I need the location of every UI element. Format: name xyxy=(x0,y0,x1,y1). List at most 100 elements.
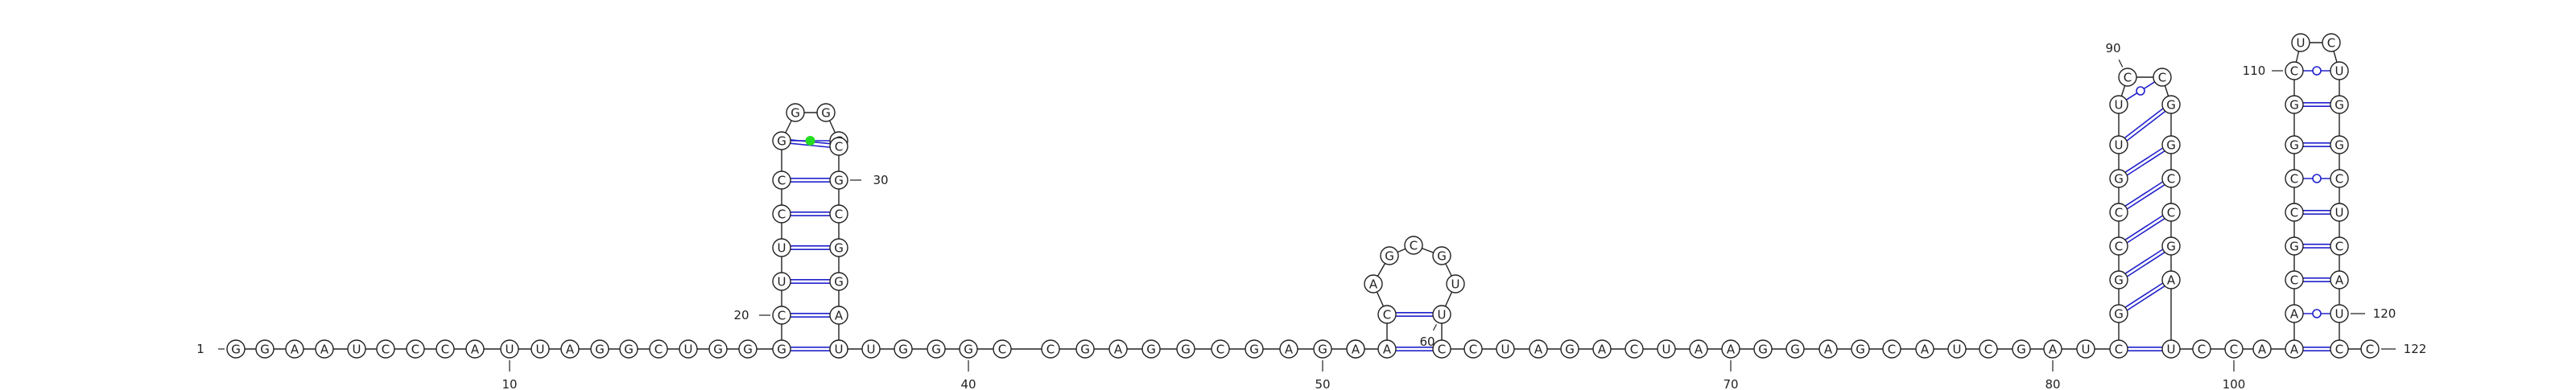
nucleotide-letter: U xyxy=(1438,308,1447,322)
watson-crick-pair-line xyxy=(2124,147,2164,173)
nucleotide: G xyxy=(2285,135,2304,154)
nucleotide-letter: A xyxy=(1285,343,1294,357)
nucleotide: C xyxy=(2153,68,2172,87)
nucleotide-letter: C xyxy=(778,309,786,323)
nucleotide-circle xyxy=(1592,339,1612,359)
nucleotide-circle xyxy=(1279,339,1298,359)
nucleotide: C xyxy=(2330,236,2349,256)
nucleotide: A xyxy=(829,306,848,325)
nucleotide: C xyxy=(2360,339,2380,359)
nucleotide-circle xyxy=(649,339,668,359)
nucleotide: U xyxy=(1496,339,1515,359)
nucleotide: G xyxy=(2109,169,2128,188)
nucleotide-circle xyxy=(2330,203,2349,222)
nucleotide: U xyxy=(500,339,519,359)
nucleotide-letter: G xyxy=(1790,343,1800,357)
nucleotide-letter: A xyxy=(2049,343,2058,357)
nucleotide: C xyxy=(829,204,848,224)
nucleotide-letter: A xyxy=(1352,343,1360,357)
nucleotide: U xyxy=(2330,61,2349,80)
nucleotide-letter: U xyxy=(1451,277,1460,292)
base-pairs xyxy=(790,66,2330,352)
nucleotide: G xyxy=(786,103,805,122)
position-label: 120 xyxy=(2373,306,2396,321)
nucleotide: G xyxy=(927,339,946,359)
nucleotide-letter: U xyxy=(1662,343,1671,357)
nucleotide-letter: G xyxy=(777,343,786,357)
nucleotide-letter: C xyxy=(1888,343,1896,357)
nucleotide: G xyxy=(1245,339,1264,359)
nucleotide-circle xyxy=(708,339,728,359)
nucleotide-circle xyxy=(829,137,848,156)
nucleotide-letter: A xyxy=(1921,343,1930,357)
nucleotide: C xyxy=(1624,339,1644,359)
nucleotide: U xyxy=(2161,339,2181,359)
nucleotide-circle xyxy=(1818,339,1838,359)
nucleotide: G xyxy=(1141,339,1161,359)
nucleotide-circle xyxy=(2330,339,2349,359)
nucleotide-letter: G xyxy=(2114,273,2124,288)
nucleotide-letter: G xyxy=(2166,138,2176,153)
nucleotide: A xyxy=(285,339,304,359)
nucleotide-circle xyxy=(1346,339,1365,359)
nucleotide-letter: U xyxy=(867,343,876,357)
nucleotide-circle xyxy=(861,339,881,359)
nucleotide-circle xyxy=(829,272,848,291)
nucleotide: C xyxy=(772,204,791,224)
nucleotide-circle xyxy=(1529,339,1548,359)
nucleotide: C xyxy=(1882,339,1901,359)
nucleotide-circle xyxy=(285,339,304,359)
position-label: 10 xyxy=(502,377,517,390)
nucleotide-letter: C xyxy=(2198,343,2206,357)
nucleotide-letter: G xyxy=(834,275,844,289)
nucleotide-circle xyxy=(2285,270,2304,289)
nucleotide: C xyxy=(1979,339,1998,359)
nucleotide-letter: C xyxy=(1046,343,1055,357)
nucleotide-circle xyxy=(993,339,1012,359)
nucleotide-letter: G xyxy=(1758,343,1768,357)
nucleotide-letter: G xyxy=(1437,249,1447,264)
wobble-pair-marker xyxy=(2312,66,2322,76)
nucleotide-circle xyxy=(2330,169,2349,188)
nucleotide-letter: C xyxy=(2290,206,2298,220)
position-label: 90 xyxy=(2105,41,2120,55)
nucleotide-letter: A xyxy=(2335,273,2344,288)
nucleotide-circle xyxy=(1446,274,1465,294)
nucleotide: C xyxy=(2109,339,2128,359)
nucleotide-letter: G xyxy=(2289,138,2299,153)
nucleotide: C xyxy=(1377,305,1397,324)
nucleotide-circle xyxy=(2322,33,2341,52)
nucleotide-circle xyxy=(2043,339,2062,359)
nucleotide: G xyxy=(816,103,836,122)
nucleotide-circle xyxy=(1380,246,1399,265)
nucleotide-letter: U xyxy=(2335,206,2344,220)
nucleotide-circle xyxy=(2161,95,2181,114)
nucleotide-letter: U xyxy=(778,275,786,289)
nucleotide: G xyxy=(2330,135,2349,154)
nucleotide-letter: U xyxy=(835,343,844,357)
nucleotide-letter: A xyxy=(2290,307,2299,322)
nucleotide-circle xyxy=(2291,33,2310,52)
nucleotide: C xyxy=(2330,169,2349,188)
nucleotide-letter: A xyxy=(835,309,844,323)
nucleotide-circle xyxy=(2330,236,2349,256)
nucleotide-letter: G xyxy=(834,241,844,256)
nucleotide: C xyxy=(772,306,791,325)
nucleotide: G xyxy=(959,339,978,359)
position-label: 80 xyxy=(2045,377,2060,390)
nucleotide-circle xyxy=(1141,339,1161,359)
nucleotide-circle xyxy=(347,339,366,359)
position-label: 100 xyxy=(2223,377,2246,390)
nucleotide: G xyxy=(708,339,728,359)
nucleotide-letter: A xyxy=(320,343,329,357)
nucleotide-circle xyxy=(772,204,791,224)
nucleotide: G xyxy=(2285,95,2304,114)
nucleotide-circle xyxy=(1560,339,1579,359)
nucleotide-circle xyxy=(255,339,275,359)
nucleotide-circle xyxy=(2076,339,2095,359)
nucleotide: A xyxy=(2161,270,2181,289)
nucleotide: G xyxy=(1753,339,1773,359)
nucleotide: C xyxy=(1463,339,1483,359)
nucleotide-letter: G xyxy=(1565,343,1575,357)
